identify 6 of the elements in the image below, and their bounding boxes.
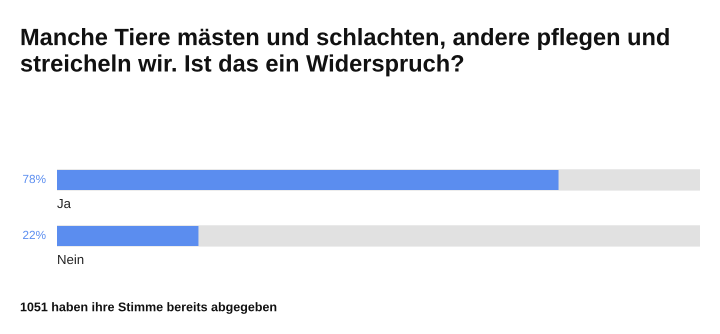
text: 1051 haben ihre Stimme bereits abgegeben <box>20 302 276 314</box>
data-label: 78% <box>23 174 46 184</box>
data-label: 22% <box>23 230 46 240</box>
y-tick-label: Nein <box>58 254 84 264</box>
y-tick-label: Ja <box>57 198 71 208</box>
chart-title: Manche Tiere mästen und schlachten, andere pflegen und streicheln wir. Ist das ein Widerspruch? <box>20 28 669 76</box>
